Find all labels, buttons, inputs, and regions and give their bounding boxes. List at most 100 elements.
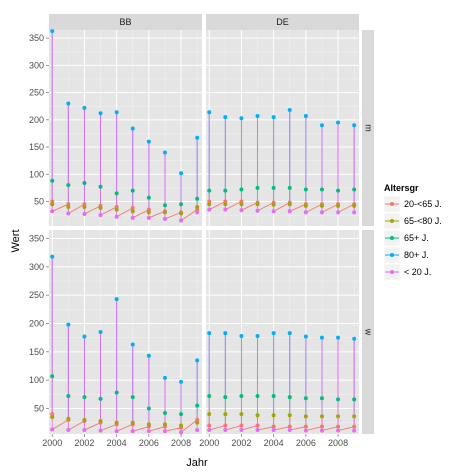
x-tick-label: 2008 [328, 438, 348, 448]
data-point [179, 430, 184, 435]
series-segment [132, 209, 150, 219]
y-tick-label: 50 [34, 197, 44, 207]
series-segment [180, 419, 198, 433]
data-point [223, 331, 228, 336]
series-segment [337, 203, 355, 213]
y-tick-label: 100 [29, 169, 44, 179]
legend-key-point [390, 202, 394, 206]
series-segment [180, 209, 198, 221]
data-point [82, 204, 87, 209]
data-point [98, 418, 103, 423]
data-point [130, 420, 135, 425]
data-point [195, 417, 200, 422]
data-point [303, 424, 308, 429]
y-tick-label: 300 [29, 60, 44, 70]
facet-strip-m [362, 30, 374, 226]
data-point [271, 185, 276, 190]
data-point [223, 188, 228, 193]
series-segment [241, 202, 258, 211]
data-point [98, 206, 103, 211]
data-point [207, 428, 212, 433]
data-point [223, 207, 228, 212]
data-point [223, 115, 228, 120]
data-point [223, 395, 228, 400]
data-point [195, 210, 200, 215]
series-segment [52, 203, 69, 212]
legend-label: 80+ J. [404, 250, 429, 260]
data-point [255, 202, 260, 207]
data-point [146, 406, 151, 411]
legend-title: Altersgr [384, 183, 419, 193]
data-point [66, 183, 71, 188]
data-point [223, 423, 228, 428]
data-point [162, 203, 167, 208]
series-segment [321, 426, 339, 432]
data-point [239, 428, 244, 433]
data-point [114, 110, 119, 115]
data-point [352, 397, 357, 402]
y-tick-label: 150 [29, 142, 44, 152]
data-point [50, 374, 55, 379]
x-tick-label: 2002 [231, 438, 251, 448]
x-tick-label: 2006 [139, 438, 159, 448]
facet-strip-bb [49, 14, 202, 30]
panel-background [206, 30, 359, 226]
data-point [255, 413, 260, 418]
facet-strip-label: BB [119, 17, 131, 27]
data-point [319, 210, 324, 215]
data-point [255, 114, 260, 119]
series-segment [273, 426, 290, 431]
data-point [114, 420, 119, 425]
data-point [50, 209, 55, 214]
data-point [352, 424, 357, 429]
data-point [303, 428, 308, 433]
data-point [207, 202, 212, 207]
x-tick-label: 2000 [42, 438, 62, 448]
data-point [66, 211, 71, 216]
data-point [50, 29, 55, 34]
series-segment [241, 425, 258, 431]
data-point [130, 126, 135, 131]
data-point [66, 322, 71, 327]
facet-strip-label: DE [276, 17, 289, 27]
data-point [146, 195, 151, 200]
legend-item: 20-<65 J. [383, 195, 442, 213]
series-segment [305, 426, 323, 432]
data-point [114, 429, 119, 434]
data-point [223, 412, 228, 417]
legend-item: 80+ J. [383, 246, 429, 264]
data-point [207, 394, 212, 399]
data-point [130, 395, 135, 400]
data-point [207, 412, 212, 417]
data-point [239, 394, 244, 399]
panel-de-w [206, 230, 359, 434]
data-point [82, 417, 87, 422]
legend-key-point [390, 270, 394, 274]
series-segment [209, 201, 226, 211]
panel-background [206, 230, 359, 434]
data-point [98, 428, 103, 433]
data-point [130, 342, 135, 347]
data-point [146, 429, 151, 434]
series-segment [116, 207, 133, 218]
data-point [195, 403, 200, 408]
data-point [179, 423, 184, 428]
y-tick-label: 100 [29, 375, 44, 385]
data-point [303, 114, 308, 119]
data-point [319, 424, 324, 429]
data-point [146, 353, 151, 358]
series-segment [289, 203, 307, 212]
data-point [50, 178, 55, 183]
data-point [98, 396, 103, 401]
data-point [66, 416, 71, 421]
data-point [162, 375, 167, 380]
facet-strip-label: w [364, 328, 374, 336]
data-point [239, 202, 244, 207]
data-point [255, 185, 260, 190]
data-point [271, 413, 276, 418]
data-point [195, 135, 200, 140]
data-point [319, 396, 324, 401]
data-point [319, 414, 324, 419]
data-point [50, 202, 55, 207]
data-point [66, 204, 71, 209]
